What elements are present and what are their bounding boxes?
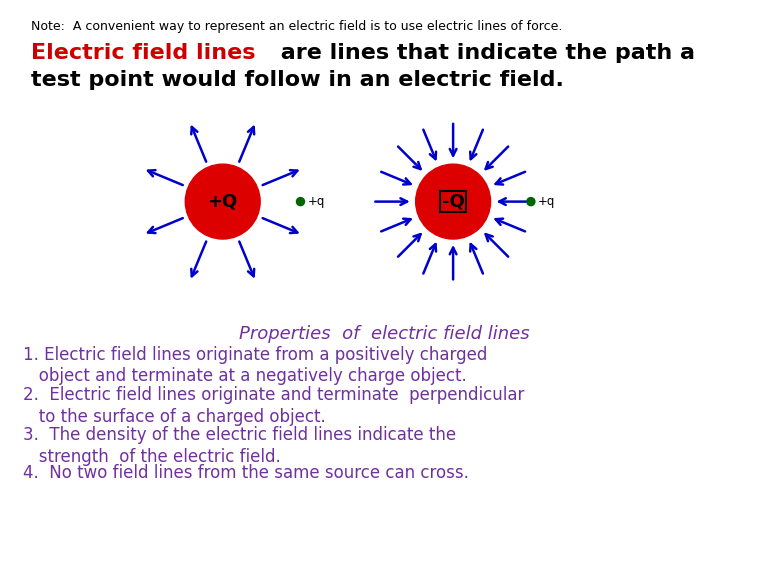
Text: +q: +q	[538, 195, 555, 208]
Text: object and terminate at a negatively charge object.: object and terminate at a negatively cha…	[23, 367, 467, 385]
Text: test point would follow in an electric field.: test point would follow in an electric f…	[31, 70, 564, 90]
Circle shape	[527, 198, 535, 206]
Text: Note:  A convenient way to represent an electric field is to use electric lines : Note: A convenient way to represent an e…	[31, 20, 562, 33]
Text: to the surface of a charged object.: to the surface of a charged object.	[23, 408, 326, 426]
Text: Electric field lines: Electric field lines	[31, 43, 255, 63]
Text: Properties  of  electric field lines: Properties of electric field lines	[239, 325, 529, 343]
Circle shape	[185, 164, 260, 239]
Text: 2.  Electric field lines originate and terminate  perpendicular: 2. Electric field lines originate and te…	[23, 386, 525, 404]
Circle shape	[415, 164, 491, 239]
Text: 4.  No two field lines from the same source can cross.: 4. No two field lines from the same sour…	[23, 464, 469, 482]
Text: 3.  The density of the electric field lines indicate the: 3. The density of the electric field lin…	[23, 426, 456, 444]
Text: are lines that indicate the path a: are lines that indicate the path a	[273, 43, 694, 63]
Text: strength  of the electric field.: strength of the electric field.	[23, 448, 281, 466]
Circle shape	[296, 198, 304, 206]
Text: -Q: -Q	[442, 192, 465, 211]
Text: 1. Electric field lines originate from a positively charged: 1. Electric field lines originate from a…	[23, 346, 488, 363]
Text: +Q: +Q	[207, 192, 238, 211]
Text: +q: +q	[307, 195, 325, 208]
